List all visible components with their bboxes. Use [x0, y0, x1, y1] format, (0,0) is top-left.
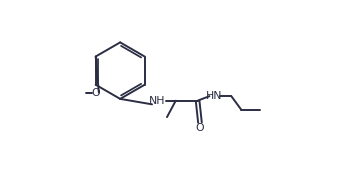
Text: HN: HN	[206, 91, 222, 101]
Text: O: O	[195, 123, 204, 133]
Text: O: O	[91, 88, 100, 97]
Text: NH: NH	[149, 96, 166, 106]
